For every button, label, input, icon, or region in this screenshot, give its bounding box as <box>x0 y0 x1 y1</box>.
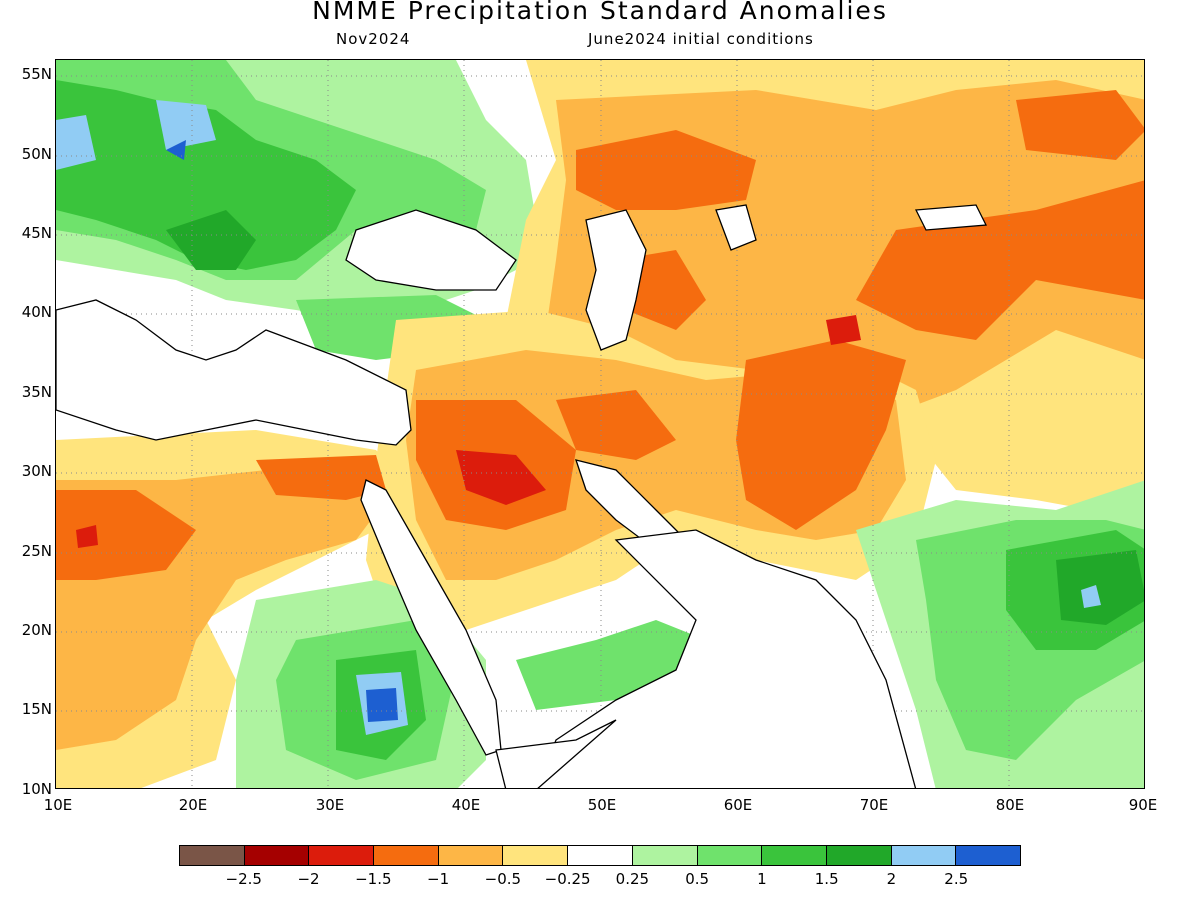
lat-label-15n: 15N <box>21 700 52 718</box>
red-sea <box>360 479 502 756</box>
colorbar-swatch-6 <box>568 846 633 865</box>
lat-label-55n: 55N <box>21 65 52 83</box>
lon-label-90e: 90E <box>1128 796 1158 814</box>
europe-wet-anomaly-strong <box>56 80 356 270</box>
forecast-month: Nov2024 <box>336 30 411 48</box>
anomaly-map-canvas <box>56 60 1144 788</box>
mediterranean-sea <box>56 299 412 446</box>
colorbar-label-11: 2.5 <box>944 870 969 888</box>
lat-label-35n: 35N <box>21 383 52 401</box>
colorbar-label-9: 1.5 <box>814 870 839 888</box>
iraq-dry-severe <box>456 450 546 505</box>
lon-label-40e: 40E <box>451 796 481 814</box>
colorbar-swatch-5 <box>503 846 569 865</box>
aral-sea <box>715 204 757 251</box>
colorbar-swatch-8 <box>697 846 763 865</box>
lon-label-50e: 50E <box>587 796 617 814</box>
arabian-sea <box>536 529 917 788</box>
lat-label-30n: 30N <box>21 462 52 480</box>
poland-very-wet-core <box>166 140 186 160</box>
bengal-wet-very-strong <box>1056 550 1144 625</box>
colorbar-swatch-0 <box>180 846 245 865</box>
lon-label-30e: 30E <box>315 796 345 814</box>
map-title: NMME Precipitation Standard Anomalies <box>312 0 888 25</box>
colorbar-label-10: 2 <box>886 870 897 888</box>
colorbar-swatch-2 <box>309 846 375 865</box>
colorbar-label-1: −2 <box>297 870 320 888</box>
coastlines <box>56 204 988 788</box>
mongolia-dry-strong <box>1016 90 1144 160</box>
colorbar-label-8: 1 <box>757 870 767 888</box>
colorbar-label-5: −0.25 <box>544 870 591 888</box>
lat-label-10n: 10N <box>21 780 52 798</box>
iran-dry-strong <box>556 390 676 460</box>
lon-label-80e: 80E <box>995 796 1025 814</box>
lat-label-40n: 40N <box>21 303 52 321</box>
colorbar-label-0: −2.5 <box>225 870 262 888</box>
ethiopia-wet-extreme <box>366 688 398 722</box>
colorbar <box>179 845 1021 866</box>
colorbar-swatch-11 <box>891 846 957 865</box>
lat-label-50n: 50N <box>21 145 52 163</box>
colorbar-swatch-12 <box>956 846 1020 865</box>
colorbar-swatch-9 <box>762 846 827 865</box>
kazakhstan-dry-strong <box>576 130 756 210</box>
libya-dry-strong <box>56 490 196 580</box>
afghanistan-dry-strong <box>736 340 906 530</box>
initial-conditions: June2024 initial conditions <box>588 30 814 48</box>
colorbar-swatch-1 <box>244 846 310 865</box>
lon-label-60e: 60E <box>723 796 753 814</box>
colorbar-label-6: 0.25 <box>615 870 650 888</box>
gulf-of-aden <box>495 719 617 788</box>
lon-label-10e: 10E <box>43 796 73 814</box>
caspian-sea <box>585 209 647 351</box>
lon-label-20e: 20E <box>178 796 208 814</box>
xinjiang-dry-strong <box>856 180 1144 340</box>
colorbar-label-2: −1.5 <box>355 870 392 888</box>
colorbar-label-4: −0.5 <box>484 870 522 888</box>
egypt-dry-strong <box>256 455 386 500</box>
anomaly-map <box>55 59 1145 789</box>
tajikistan-dry-severe <box>826 315 861 345</box>
lat-label-25n: 25N <box>21 542 52 560</box>
colorbar-swatch-10 <box>826 846 892 865</box>
libya-dry-severe <box>76 525 98 548</box>
colorbar-swatch-7 <box>632 846 698 865</box>
black-sea <box>345 209 517 291</box>
anomaly-fields <box>56 60 1144 788</box>
poland-very-wet <box>156 100 216 150</box>
lon-label-70e: 70E <box>859 796 889 814</box>
colorbar-label-7: 0.5 <box>685 870 710 888</box>
colorbar-label-3: −1 <box>427 870 450 888</box>
colorbar-swatch-4 <box>438 846 504 865</box>
bangladesh-wet <box>1081 585 1101 608</box>
lat-label-20n: 20N <box>21 621 52 639</box>
colorbar-swatch-3 <box>374 846 439 865</box>
lake-balkhash <box>914 204 988 231</box>
lat-label-45n: 45N <box>21 224 52 242</box>
balkan-wet-anomaly <box>166 210 256 270</box>
